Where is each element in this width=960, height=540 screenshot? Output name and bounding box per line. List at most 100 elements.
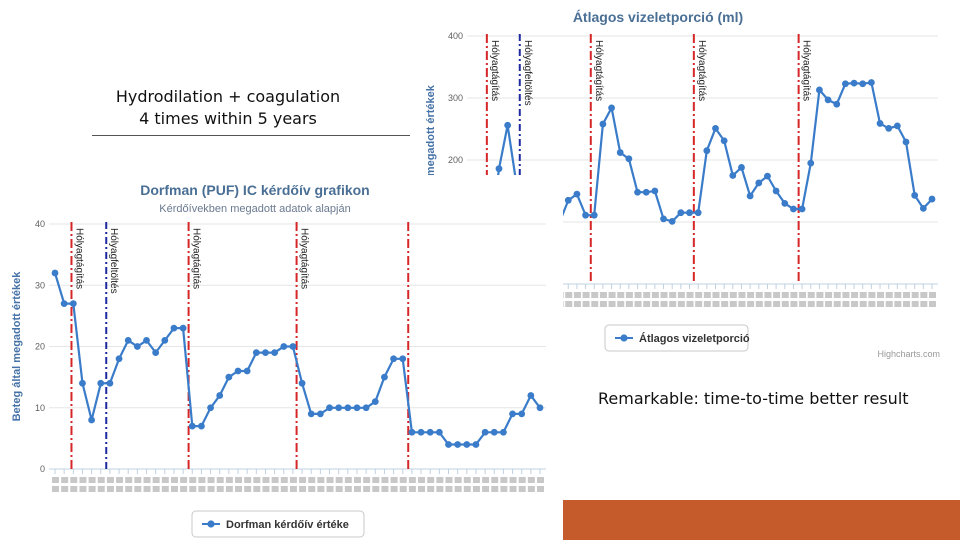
x-tick-label-mark	[851, 292, 859, 298]
data-point	[499, 428, 507, 436]
x-tick-label-mark	[308, 477, 316, 483]
data-point	[642, 188, 650, 196]
x-tick-label-mark	[399, 477, 407, 483]
event-label: Hólyagtágítás	[801, 40, 812, 101]
x-tick-label-mark	[299, 477, 307, 483]
data-point	[616, 149, 624, 156]
x-tick-label-mark	[738, 292, 746, 298]
x-tick-label-mark	[463, 486, 471, 492]
data-point	[703, 147, 711, 155]
x-tick-label-mark	[399, 486, 407, 492]
data-point	[686, 209, 693, 217]
y-tick-label: 0	[40, 464, 45, 474]
x-tick-label-mark	[929, 292, 936, 298]
annotation-top-line1: Hydrodilation + coagulation	[115, 87, 341, 106]
x-tick-label-mark	[582, 292, 590, 298]
x-tick-label-mark	[903, 292, 911, 298]
x-tick-label-mark	[436, 486, 444, 492]
x-tick-label-mark	[97, 486, 105, 492]
x-tick-label-mark	[418, 486, 426, 492]
x-tick-label-mark	[372, 477, 380, 483]
x-tick-label-mark	[509, 477, 517, 483]
x-tick-label-mark	[225, 477, 233, 483]
x-tick-label-mark	[317, 477, 325, 483]
x-tick-label-mark	[729, 292, 737, 298]
data-point	[106, 379, 114, 387]
data-point	[152, 349, 160, 357]
data-point	[381, 373, 388, 381]
x-tick-label-mark	[747, 292, 755, 298]
x-tick-label-mark	[764, 301, 772, 307]
data-point	[252, 349, 260, 357]
data-point	[798, 205, 806, 213]
x-tick-label-mark	[625, 292, 633, 298]
x-tick-label-mark	[591, 301, 599, 307]
x-tick-label-mark	[573, 292, 581, 298]
data-point	[225, 373, 233, 381]
x-tick-label-mark	[877, 292, 885, 298]
data-point	[509, 410, 516, 418]
data-point	[893, 122, 901, 130]
dorfman-chart-svg: Dorfman (PUF) IC kérdőív grafikon Kérdőív…	[11, 182, 546, 538]
data-point	[335, 404, 343, 412]
data-point	[790, 205, 797, 213]
data-point	[408, 428, 416, 436]
x-tick-label-mark	[738, 301, 746, 307]
x-tick-label-mark	[669, 292, 677, 298]
x-tick-label-mark	[660, 301, 668, 307]
chart-title: Átlagos vizeletporció (ml)	[573, 9, 743, 25]
x-tick-label-mark	[518, 477, 526, 483]
x-tick-label-mark	[599, 301, 607, 307]
data-point	[841, 80, 849, 88]
x-tick-label-mark	[721, 301, 729, 307]
x-tick-label-mark	[61, 477, 69, 483]
data-point	[504, 121, 512, 129]
chart-credit: Highcharts.com	[877, 349, 940, 359]
x-tick-label-mark	[537, 486, 544, 492]
x-tick-label-mark	[695, 301, 703, 307]
data-point	[729, 172, 737, 179]
x-tick-label-mark	[929, 301, 936, 307]
data-point	[573, 190, 581, 198]
x-tick-label-mark	[885, 292, 893, 298]
data-point	[399, 355, 407, 363]
data-point	[495, 165, 503, 173]
x-tick-label-mark	[225, 486, 233, 492]
data-point	[608, 104, 615, 112]
x-tick-label-mark	[134, 486, 142, 492]
data-point	[198, 422, 205, 430]
x-tick-label-mark	[747, 301, 755, 307]
x-tick-label-mark	[235, 477, 243, 483]
data-point	[490, 428, 498, 436]
x-tick-label-mark	[582, 301, 590, 307]
data-point	[97, 379, 105, 387]
x-tick-label-mark	[799, 292, 807, 298]
x-tick-label-mark	[189, 486, 197, 492]
data-point	[472, 441, 480, 448]
data-point	[536, 404, 544, 412]
data-point	[445, 441, 452, 448]
x-tick-label-mark	[170, 486, 178, 492]
x-tick-label-mark	[472, 477, 480, 483]
legend-marker-icon	[620, 334, 628, 342]
x-tick-label-mark	[280, 486, 288, 492]
y-tick-label: 20	[35, 342, 45, 352]
x-tick-label-mark	[885, 301, 893, 307]
x-tick-label-mark	[721, 292, 729, 298]
x-tick-label-mark	[686, 292, 694, 298]
x-tick-label-mark	[134, 477, 142, 483]
data-point	[677, 209, 685, 217]
x-tick-label-mark	[88, 486, 96, 492]
x-tick-label-mark	[608, 301, 616, 307]
annotation-right: Remarkable: time-to-time better result	[598, 389, 909, 408]
data-point	[590, 211, 598, 219]
legend-marker-icon	[207, 520, 215, 528]
data-point	[764, 172, 771, 180]
x-tick-label-mark	[70, 477, 78, 483]
x-tick-label-mark	[634, 301, 642, 307]
data-point	[426, 428, 434, 436]
x-tick-label-mark	[454, 486, 462, 492]
x-tick-label-mark	[833, 292, 841, 298]
x-tick-label-mark	[353, 486, 361, 492]
x-tick-label-mark	[262, 486, 270, 492]
